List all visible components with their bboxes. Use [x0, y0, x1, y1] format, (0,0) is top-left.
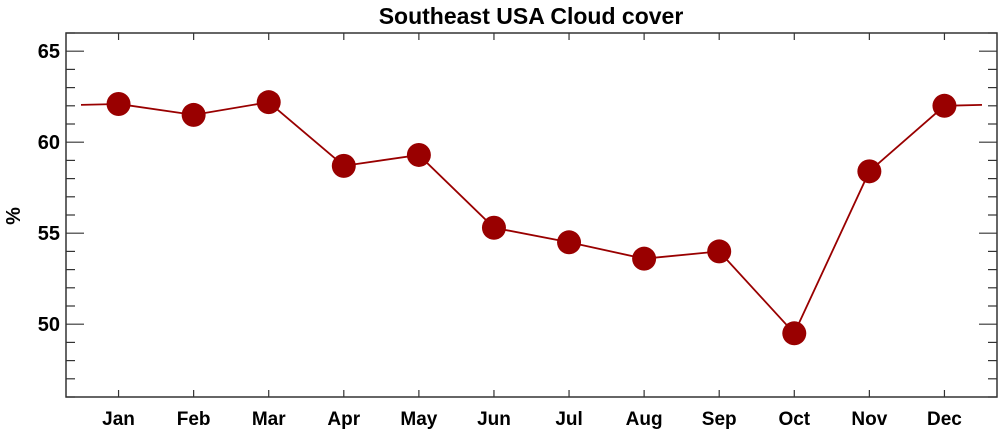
data-point-aug	[632, 246, 657, 271]
x-tick-label: Aug	[626, 409, 663, 430]
data-point-nov	[857, 159, 882, 184]
data-point-mar	[256, 90, 281, 115]
y-tick-label: 60	[38, 132, 60, 154]
x-tick-label: Dec	[927, 409, 962, 430]
x-tick-label: Apr	[327, 409, 360, 430]
data-point-jul	[557, 230, 582, 255]
y-tick-label: 55	[38, 223, 60, 245]
y-tick-label: 65	[38, 41, 60, 63]
x-tick-label: Sep	[702, 409, 737, 430]
series-line	[80, 101, 983, 335]
y-tick-label: 50	[38, 314, 60, 336]
data-point-oct	[782, 321, 807, 346]
data-point-jun	[481, 215, 506, 240]
x-tick-label: Nov	[851, 409, 887, 430]
data-point-apr	[331, 153, 356, 178]
x-tick-label: Mar	[252, 409, 286, 430]
y-axis-label: %	[3, 207, 25, 225]
plot-marks	[80, 90, 983, 346]
data-point-may	[406, 142, 431, 167]
x-tick-label: May	[400, 409, 437, 430]
data-point-dec	[932, 93, 957, 118]
data-point-sep	[707, 239, 732, 264]
x-tick-label: Oct	[778, 409, 810, 430]
x-tick-label: Feb	[177, 409, 211, 430]
data-point-feb	[181, 102, 206, 127]
plot-frame	[65, 32, 998, 398]
x-tick-label: Jul	[555, 409, 582, 430]
x-tick-label: Jun	[477, 409, 511, 430]
data-point-jan	[106, 91, 131, 116]
chart-title: Southeast USA Cloud cover	[379, 3, 684, 29]
axes: 50 55 60 65 Jan Feb Mar Apr May Jun Jul Aug Sep Oct No…	[38, 32, 998, 430]
x-tick-label: Jan	[102, 409, 135, 430]
